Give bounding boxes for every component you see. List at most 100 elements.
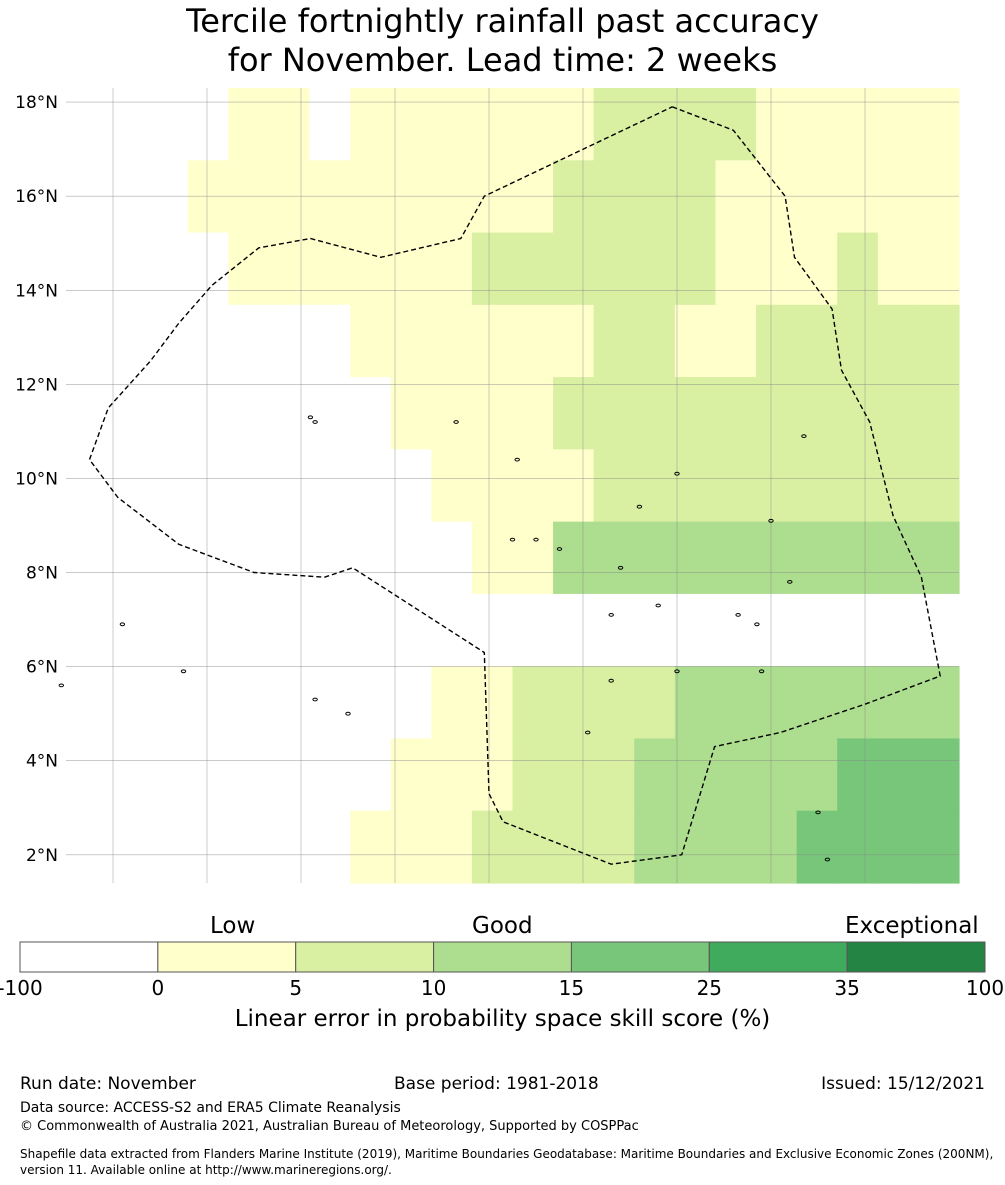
skill-cell	[309, 666, 351, 740]
island-outline	[312, 697, 318, 702]
skill-map: 18°N16°N14°N12°N10°N8°N6°N4°N2°N158°E160…	[15, 88, 960, 884]
skill-cell	[431, 810, 473, 884]
skill-cell	[106, 377, 148, 450]
skill-cell	[756, 810, 798, 884]
island-outline	[824, 857, 831, 862]
skill-cell	[431, 593, 473, 667]
skill-cell	[877, 593, 920, 667]
skill-cell	[471, 304, 514, 378]
latitude-label: 2°N	[26, 846, 58, 866]
island-outline	[617, 565, 624, 570]
skill-cell	[837, 738, 879, 812]
skill-cell	[877, 377, 920, 450]
skill-cell	[756, 449, 798, 523]
skill-cell	[674, 377, 717, 450]
skill-cell	[674, 593, 717, 667]
skill-cell	[106, 160, 148, 234]
skill-cell	[796, 521, 838, 595]
skill-cell	[66, 160, 108, 234]
skill-cell	[512, 377, 554, 450]
island-outline	[758, 669, 765, 674]
title-line-1: Tercile fortnightly rainfall past accura…	[186, 2, 819, 40]
skill-cell	[187, 232, 229, 306]
skill-cell	[634, 810, 676, 884]
skill-cell	[147, 304, 189, 378]
skill-cell	[187, 666, 229, 740]
skill-cell	[715, 449, 757, 523]
skill-cell	[268, 88, 311, 161]
skill-cell	[390, 232, 432, 306]
skill-cell	[228, 304, 270, 378]
skill-cell	[837, 666, 879, 740]
skill-cell	[553, 738, 595, 812]
skill-cell	[715, 666, 757, 740]
skill-cell	[471, 521, 514, 595]
skill-cell	[106, 88, 148, 161]
skill-cell	[228, 738, 270, 812]
colorbar-tick-label: 15	[559, 976, 584, 1000]
skill-cell	[877, 160, 920, 234]
skill-cell	[268, 449, 311, 523]
skill-cell	[350, 810, 392, 884]
skill-cell	[431, 160, 473, 234]
skill-cell	[877, 449, 920, 523]
skill-cell	[309, 304, 351, 378]
island-outline	[608, 678, 614, 683]
skill-cell	[147, 738, 189, 812]
skill-cell	[431, 88, 473, 161]
skill-cell	[553, 88, 595, 161]
skill-cell	[147, 449, 189, 523]
skill-cell	[918, 377, 960, 450]
skill-cell	[837, 88, 879, 161]
skill-cell	[634, 449, 676, 523]
island-outline	[514, 457, 520, 462]
skill-cell	[593, 377, 635, 450]
skill-cell	[147, 666, 189, 740]
island-outline	[815, 810, 821, 815]
island-outline	[509, 537, 516, 542]
skill-cell	[228, 232, 270, 306]
skill-cell	[309, 377, 351, 450]
island-outline	[655, 603, 661, 608]
skill-cell	[512, 449, 554, 523]
issued-date: Issued: 15/12/2021	[821, 1074, 985, 1094]
skill-cell	[228, 593, 270, 667]
map-title: Tercile fortnightly rainfall past accura…	[0, 2, 1005, 80]
skill-cell	[756, 88, 798, 161]
skill-grid	[66, 88, 960, 884]
skill-cell	[471, 232, 514, 306]
skill-cell	[471, 738, 514, 812]
skill-cell	[756, 593, 798, 667]
island-outline	[307, 415, 314, 420]
skill-cell	[390, 88, 432, 161]
latitude-label: 12°N	[15, 375, 58, 395]
skill-cell	[187, 88, 229, 161]
skill-cell	[756, 160, 798, 234]
skill-cell	[837, 304, 879, 378]
island-outline	[533, 537, 539, 542]
skill-cell	[756, 232, 798, 306]
skill-cell	[837, 232, 879, 306]
skill-cell	[715, 232, 757, 306]
skill-cell	[147, 88, 189, 161]
island-outline	[312, 420, 318, 424]
skill-cell	[228, 88, 270, 161]
skill-cell	[147, 593, 189, 667]
skill-cell	[66, 449, 108, 523]
skill-cell	[634, 304, 676, 378]
axis-labels: 18°N16°N14°N12°N10°N8°N6°N4°N2°N158°E160…	[15, 93, 58, 866]
skill-cell	[634, 377, 676, 450]
skill-cell	[309, 232, 351, 306]
skill-cell	[634, 666, 676, 740]
skill-cell	[837, 593, 879, 667]
skill-cell	[796, 738, 838, 812]
colorbar-swatch	[846, 941, 986, 973]
colorbar-label: Linear error in probability space skill …	[234, 1006, 771, 1032]
skill-cell	[674, 232, 717, 306]
skill-cell	[66, 593, 108, 667]
skill-cell	[756, 738, 798, 812]
skill-cell	[228, 666, 270, 740]
skill-cell	[471, 810, 514, 884]
skill-cell	[553, 593, 595, 667]
skill-cell	[187, 449, 229, 523]
